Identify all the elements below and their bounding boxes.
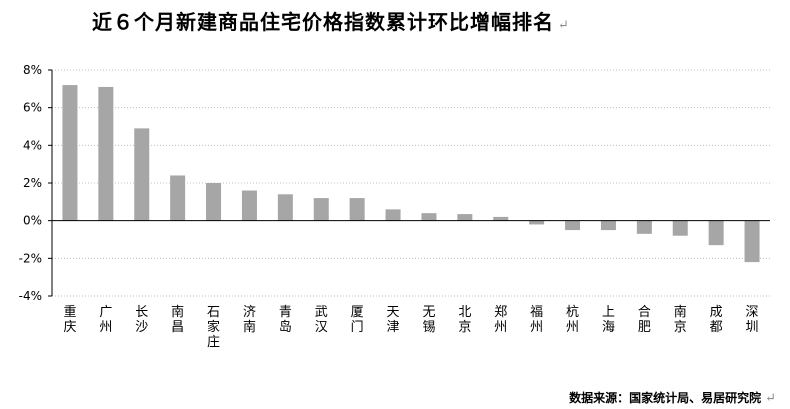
bar <box>349 198 365 221</box>
y-tick-label: 8% <box>23 63 42 77</box>
y-tick-label: -4% <box>19 289 42 303</box>
bar <box>493 216 509 221</box>
y-tick-label: 6% <box>23 101 42 115</box>
category-label: 上海 <box>602 305 615 335</box>
category-label: 北京 <box>458 305 471 335</box>
bar <box>241 190 257 221</box>
category-label: 合肥 <box>638 305 651 335</box>
y-tick-label: 2% <box>23 176 42 190</box>
bar <box>672 220 688 236</box>
category-label: 福州 <box>530 305 543 335</box>
chart-title: 近６个月新建商品住宅价格指数累计环比增幅排名 ↵ <box>92 6 570 35</box>
bar <box>529 220 545 225</box>
category-label: 杭州 <box>566 305 579 335</box>
bar <box>385 209 401 221</box>
category-label: 济南 <box>243 305 256 335</box>
bar <box>313 198 329 221</box>
category-label: 厦门 <box>351 305 364 335</box>
category-label: 郑州 <box>494 305 507 335</box>
bar <box>134 128 150 221</box>
category-label: 南京 <box>674 304 687 335</box>
category-label: 青岛 <box>279 305 292 335</box>
y-tick-label: 4% <box>23 138 42 152</box>
category-label: 深圳 <box>746 305 759 335</box>
category-label: 石家庄 <box>207 305 220 350</box>
data-source-note: 数据来源：国家统计局、易居研究院 ↵ <box>569 389 776 406</box>
category-label: 成都 <box>710 305 723 335</box>
bar <box>206 183 222 221</box>
category-label: 南昌 <box>171 304 184 335</box>
bar <box>457 214 473 221</box>
paragraph-mark: ↵ <box>558 18 570 33</box>
category-label: 长沙 <box>135 305 148 335</box>
bar <box>98 86 114 221</box>
bar <box>62 85 78 221</box>
category-label: 重庆 <box>63 304 76 335</box>
category-label: 天津 <box>387 305 400 335</box>
data-source-text: 数据来源：国家统计局、易居研究院 <box>569 391 762 405</box>
bar <box>600 220 616 231</box>
chart-title-text: 近６个月新建商品住宅价格指数累计环比增幅排名 <box>92 10 554 34</box>
category-label: 广州 <box>99 305 112 335</box>
source-paragraph-mark: ↵ <box>765 391 776 406</box>
bar <box>636 220 652 234</box>
bar <box>277 194 293 221</box>
bar <box>565 220 581 231</box>
category-label: 武汉 <box>315 305 328 335</box>
bar <box>170 175 186 221</box>
y-tick-label: -2% <box>19 251 42 265</box>
bar <box>708 220 724 246</box>
bar <box>421 213 437 221</box>
y-tick-label: 0% <box>23 214 42 228</box>
category-label: 无锡 <box>422 305 435 335</box>
bar <box>744 220 760 263</box>
